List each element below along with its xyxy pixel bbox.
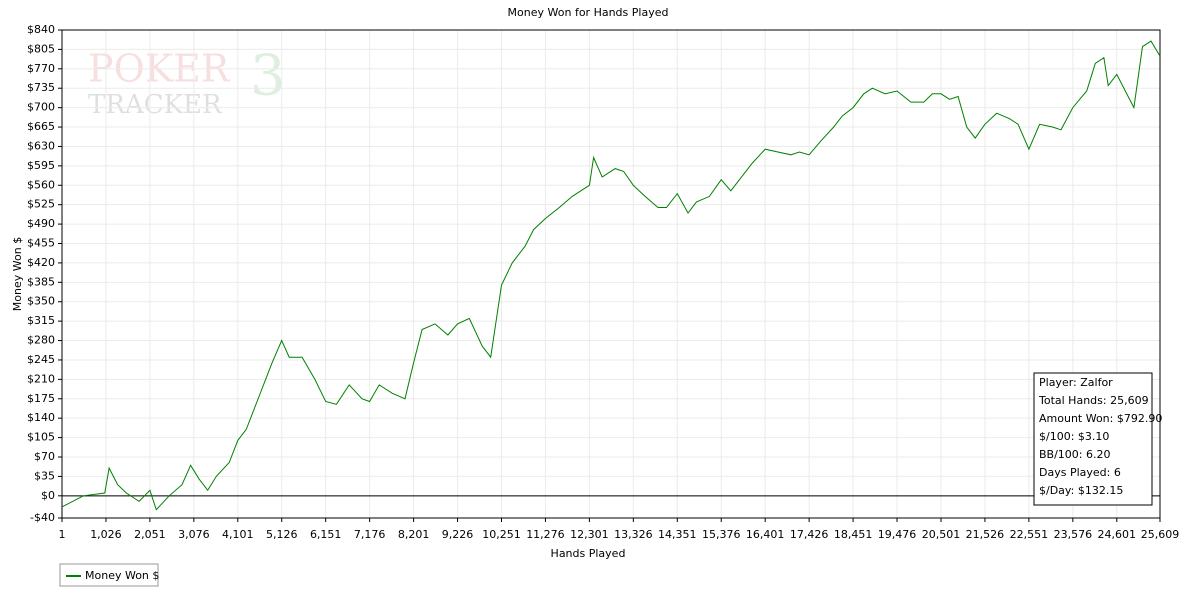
x-tick-label: 8,201 <box>398 528 430 541</box>
stats-line: $/100: $3.10 <box>1039 430 1109 443</box>
stats-box <box>1033 372 1153 506</box>
x-tick-label: 17,426 <box>790 528 829 541</box>
x-tick-label: 9,226 <box>442 528 474 541</box>
y-tick-label: $420 <box>27 256 55 269</box>
x-tick-label: 12,301 <box>570 528 609 541</box>
chart-title: Money Won for Hands Played <box>508 6 669 19</box>
x-tick-label: 4,101 <box>222 528 254 541</box>
y-tick-label: $35 <box>34 469 55 482</box>
y-tick-label: $315 <box>27 314 55 327</box>
watermark-text: 3 <box>250 44 286 109</box>
stats-line: $/Day: $132.15 <box>1039 484 1123 497</box>
y-tick-label: $560 <box>27 178 55 191</box>
y-tick-label: $770 <box>27 62 55 75</box>
y-tick-label: -$40 <box>30 511 55 524</box>
x-tick-label: 11,276 <box>526 528 565 541</box>
y-tick-label: $525 <box>27 198 55 211</box>
y-tick-label: $490 <box>27 217 55 230</box>
x-tick-label: 5,126 <box>266 528 298 541</box>
y-tick-label: $175 <box>27 392 55 405</box>
x-tick-label: 13,326 <box>614 528 653 541</box>
stats-line: Player: Zalfor <box>1039 376 1113 389</box>
y-axis-label: Money Won $ <box>11 237 24 311</box>
x-tick-label: 25,609 <box>1141 528 1180 541</box>
x-tick-label: 10,251 <box>482 528 521 541</box>
x-tick-label: 3,076 <box>178 528 210 541</box>
x-tick-label: 2,051 <box>134 528 166 541</box>
x-tick-label: 20,501 <box>922 528 961 541</box>
y-tick-label: $805 <box>27 42 55 55</box>
y-tick-label: $595 <box>27 159 55 172</box>
x-tick-label: 14,351 <box>658 528 697 541</box>
stats-line: Days Played: 6 <box>1039 466 1121 479</box>
legend-box <box>59 563 159 587</box>
y-tick-label: $630 <box>27 139 55 152</box>
x-tick-label: 6,151 <box>310 528 342 541</box>
legend-label: Money Won $ <box>85 569 159 582</box>
y-tick-label: $700 <box>27 101 55 114</box>
y-tick-label: $455 <box>27 237 55 250</box>
y-tick-label: $385 <box>27 275 55 288</box>
y-tick-label: $70 <box>34 450 55 463</box>
x-tick-label: 1,026 <box>90 528 122 541</box>
x-tick-label: 18,451 <box>834 528 873 541</box>
x-tick-label: 1 <box>59 528 66 541</box>
data-line <box>61 40 1161 511</box>
x-tick-label: 7,176 <box>354 528 386 541</box>
x-tick-label: 24,601 <box>1098 528 1137 541</box>
stats-line: BB/100: 6.20 <box>1039 448 1111 461</box>
watermark-text: TRACKER <box>88 90 223 120</box>
x-tick-label: 22,551 <box>1010 528 1049 541</box>
y-tick-label: $350 <box>27 295 55 308</box>
x-tick-label: 23,576 <box>1054 528 1093 541</box>
y-tick-label: $210 <box>27 372 55 385</box>
y-tick-label: $665 <box>27 120 55 133</box>
stats-line: Total Hands: 25,609 <box>1038 394 1149 407</box>
y-tick-label: $840 <box>27 23 55 36</box>
y-tick-label: $105 <box>27 431 55 444</box>
y-tick-label: $735 <box>27 81 55 94</box>
x-tick-label: 19,476 <box>878 528 917 541</box>
y-tick-label: $140 <box>27 411 55 424</box>
y-tick-label: $0 <box>41 489 55 502</box>
x-tick-label: 16,401 <box>746 528 785 541</box>
x-tick-label: 21,526 <box>966 528 1005 541</box>
plot-frame <box>61 29 1161 519</box>
stats-line: Amount Won: $792.90 <box>1039 412 1162 425</box>
x-axis-label: Hands Played <box>551 547 626 560</box>
x-tick-label: 15,376 <box>702 528 741 541</box>
y-tick-label: $280 <box>27 334 55 347</box>
y-tick-label: $245 <box>27 353 55 366</box>
